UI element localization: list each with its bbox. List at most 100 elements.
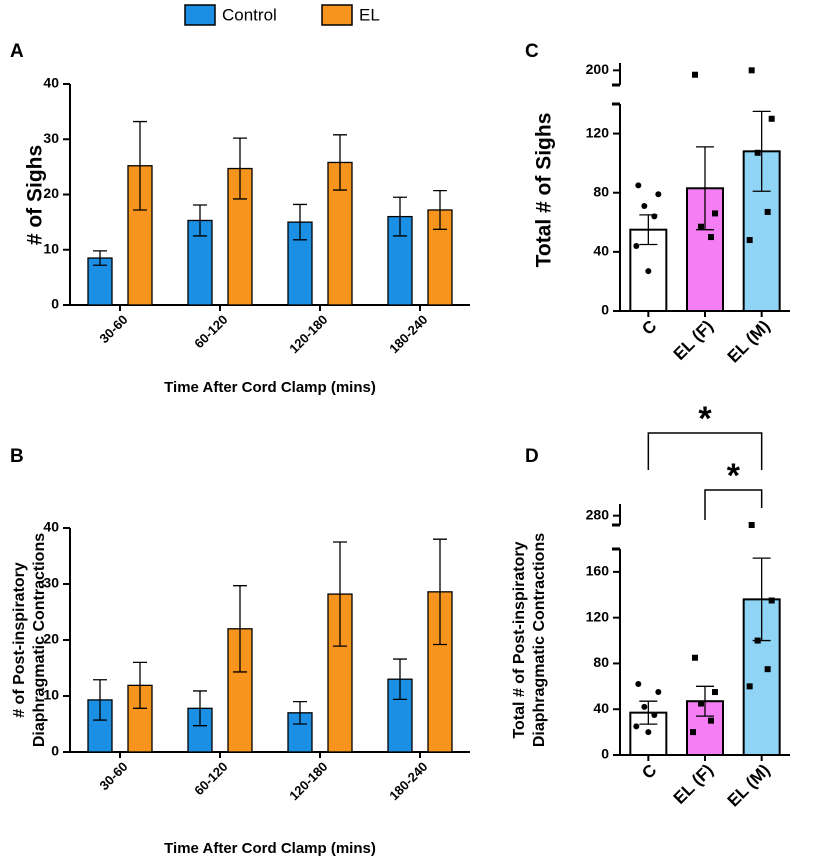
data-point [708,234,714,241]
y-tick-label: 0 [601,746,609,762]
significance-label: * [698,400,712,438]
legend-label: EL [359,5,380,24]
x-tick-label: 120-180 [286,312,330,356]
data-point [692,654,698,661]
panel-letter: A [10,41,24,62]
error-bar [93,679,107,721]
panel-letter: D [525,446,539,467]
data-point [690,729,696,736]
error-bar [696,685,714,717]
error-bar [133,661,147,709]
error-bar [433,538,447,646]
y-tick-label: 40 [593,700,609,716]
data-point [641,703,648,710]
data-point [641,203,648,210]
error-bar [333,134,347,191]
significance-bracket [647,432,763,470]
x-tick-label: EL (M) [724,317,774,367]
x-tick-label: C [638,317,660,339]
x-tick-label: 120-180 [286,759,330,803]
data-point [764,666,771,673]
data-point [651,213,658,220]
x-tick-label: 180-240 [386,312,430,356]
error-bar [639,700,658,725]
legend-swatch [184,4,216,26]
data-point [754,637,761,644]
y-tick-label: 40 [43,519,59,535]
x-tick-label: EL (F) [670,317,717,364]
y-tick-label: 160 [586,563,610,579]
y-axis-label: Diaphragmatic Contractions [31,533,48,747]
error-bar [133,120,147,211]
x-tick-label: 30-60 [96,759,130,793]
y-tick-label: 20 [43,185,59,201]
data-point [768,597,775,604]
x-axis-label: Time After Cord Clamp (mins) [164,379,376,396]
error-bar [433,189,447,230]
error-bar [393,658,407,701]
bar [387,215,413,306]
x-tick-label: EL (F) [670,761,717,808]
bar [87,699,113,753]
bar [287,712,313,753]
data-point [655,689,662,696]
data-point [633,242,640,249]
y-axis-label: # of Post-inspiratory [11,562,28,718]
bar [327,161,353,306]
y-tick-label: 0 [51,743,59,759]
data-point [712,689,718,696]
y-tick-label: 80 [593,654,609,670]
error-bar [233,137,247,200]
error-bar [193,204,207,237]
y-axis-label: Diaphragmatic Contractions [531,533,548,747]
data-point [698,700,704,707]
y-axis-label: Total # of Post-inspiratory [511,541,528,738]
bar [187,707,213,753]
data-point [768,115,775,122]
data-point [692,71,698,78]
y-tick-label: 30 [43,130,59,146]
error-bar [193,690,207,727]
x-axis-label: Time After Cord Clamp (mins) [164,840,376,857]
x-tick-label: 30-60 [96,312,130,346]
data-point [754,149,761,156]
y-tick-label: 80 [593,183,609,199]
error-bar [393,196,407,237]
x-tick-label: EL (M) [724,761,774,811]
significance-bracket [704,489,763,520]
data-point [712,210,718,217]
y-tick-label: 120 [586,608,610,624]
y-tick-label: 30 [43,575,59,591]
data-point [698,223,704,230]
y-tick-label: 280 [586,506,610,522]
x-tick-label: 180-240 [386,759,430,803]
y-tick-label: 10 [43,240,59,256]
data-point [651,711,658,718]
data-point [645,268,652,275]
data-point [764,208,771,215]
data-point [708,717,714,724]
data-point [746,683,753,690]
y-axis-label: Total # of Sighs [533,113,556,268]
y-axis-label: # of Sighs [24,145,47,245]
error-bar [293,700,307,725]
panel-letter: B [10,446,24,467]
y-tick-label: 200 [586,61,610,77]
data-point [633,723,640,730]
x-tick-label: C [638,761,660,783]
error-bar [93,250,107,266]
y-tick-label: 0 [601,302,609,318]
y-tick-label: 40 [593,243,609,259]
legend-label: Control [222,5,277,24]
x-tick-label: 60-120 [191,312,230,351]
error-bar [233,585,247,673]
error-bar [293,203,307,241]
y-tick-label: 10 [43,687,59,703]
y-tick-label: 0 [51,296,59,312]
error-bar [752,110,771,192]
y-tick-label: 20 [43,631,59,647]
data-point [635,681,642,688]
data-point [746,237,753,244]
bar [686,700,724,757]
